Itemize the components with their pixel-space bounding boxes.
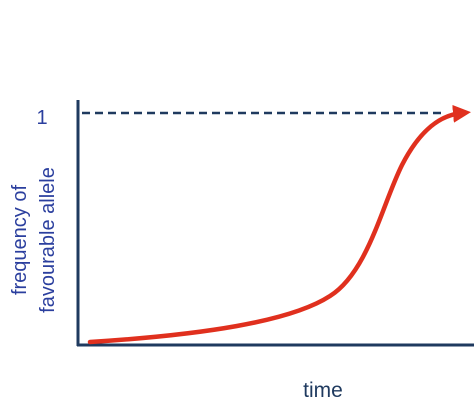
y-axis-label: frequency of favourable allele xyxy=(9,167,59,313)
frequency-curve xyxy=(87,104,471,345)
y-label-line: frequency of xyxy=(9,185,31,296)
y-label-line: favourable allele xyxy=(37,167,59,313)
x-axis-label: time xyxy=(303,379,343,402)
y-tick-label: 1 xyxy=(36,107,47,129)
